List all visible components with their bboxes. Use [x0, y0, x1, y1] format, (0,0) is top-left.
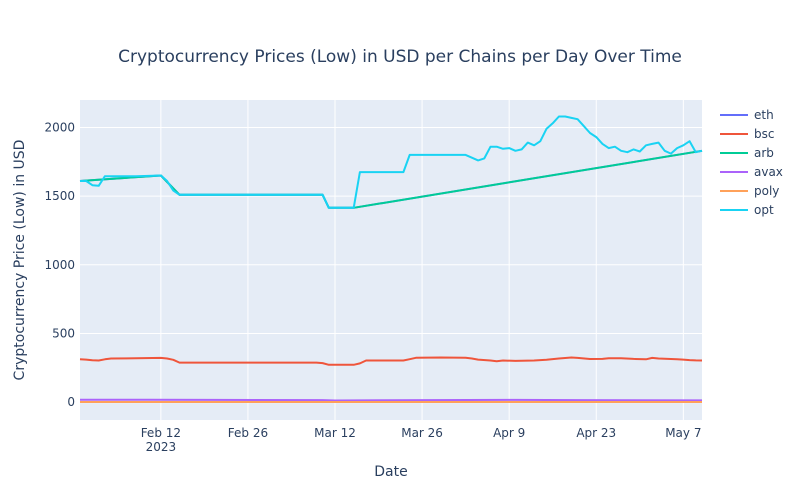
- legend-label: opt: [754, 203, 774, 217]
- x-tick-label: Feb 12: [141, 426, 181, 440]
- x-tick-sublabel: 2023: [146, 440, 177, 454]
- legend-label: bsc: [754, 127, 774, 141]
- y-tick-label: 1000: [44, 258, 75, 272]
- series-line-opt: [80, 115, 703, 209]
- x-tick-label: Apr 9: [493, 426, 525, 440]
- x-tick-label: Feb 26: [228, 426, 268, 440]
- x-tick-label: Mar 26: [401, 426, 443, 440]
- legend-item-opt[interactable]: opt: [720, 203, 774, 217]
- series-line-bsc: [79, 356, 703, 366]
- legend: eth bsc arb avax poly opt: [720, 108, 783, 217]
- chart-title: Cryptocurrency Prices (Low) in USD per C…: [118, 47, 682, 67]
- y-tick-label: 1500: [44, 189, 75, 203]
- series-lines: [79, 115, 703, 403]
- y-tick-label: 500: [52, 326, 75, 340]
- legend-item-arb[interactable]: arb: [720, 146, 774, 160]
- legend-item-poly[interactable]: poly: [720, 184, 779, 198]
- legend-item-avax[interactable]: avax: [720, 165, 783, 179]
- legend-label: arb: [754, 146, 774, 160]
- x-tick-label: Mar 12: [314, 426, 356, 440]
- y-axis-ticks: 0 500 1000 1500 2000: [44, 120, 75, 409]
- x-tick-label: Apr 23: [576, 426, 616, 440]
- y-tick-label: 2000: [44, 120, 75, 134]
- legend-label: eth: [754, 108, 774, 122]
- y-tick-label: 0: [67, 395, 75, 409]
- legend-item-bsc[interactable]: bsc: [720, 127, 774, 141]
- y-axis-title: Cryptocurrency Price (Low) in USD: [12, 140, 28, 381]
- legend-label: avax: [754, 165, 783, 179]
- legend-label: poly: [754, 184, 779, 198]
- series-line-avax: [80, 398, 703, 402]
- legend-item-eth[interactable]: eth: [720, 108, 774, 122]
- x-axis-title: Date: [374, 464, 407, 480]
- plot-area: [80, 100, 702, 420]
- x-tick-label: May 7: [665, 426, 701, 440]
